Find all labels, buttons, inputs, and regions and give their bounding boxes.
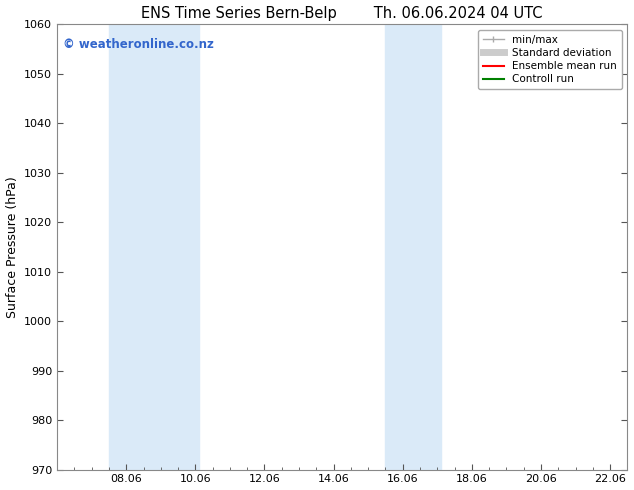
Title: ENS Time Series Bern-Belp        Th. 06.06.2024 04 UTC: ENS Time Series Bern-Belp Th. 06.06.2024… (141, 5, 543, 21)
Y-axis label: Surface Pressure (hPa): Surface Pressure (hPa) (6, 176, 18, 318)
Bar (385, 24, 441, 469)
Bar (109, 24, 199, 469)
Legend: min/max, Standard deviation, Ensemble mean run, Controll run: min/max, Standard deviation, Ensemble me… (478, 30, 622, 90)
Text: © weatheronline.co.nz: © weatheronline.co.nz (63, 38, 214, 51)
